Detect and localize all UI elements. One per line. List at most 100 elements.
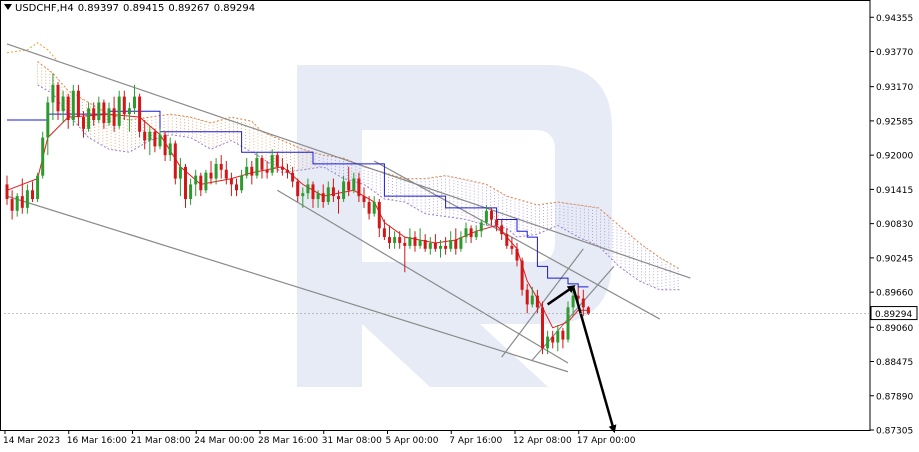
x-tick-label: 31 Mar 08:00 (322, 436, 382, 446)
candle (25, 184, 29, 214)
candle (581, 289, 585, 317)
candle-body (97, 102, 101, 121)
ohlc-close: 0.89294 (213, 3, 256, 14)
y-tick-label: 0.90830 (876, 220, 913, 230)
candle-body (433, 242, 437, 249)
candle (388, 225, 391, 249)
candle (31, 181, 34, 202)
candle-body (61, 96, 65, 112)
candle-body (321, 193, 325, 202)
candle-body (31, 190, 34, 200)
candle-body (168, 143, 172, 156)
candle (571, 289, 575, 317)
candle (46, 96, 50, 156)
candle (240, 169, 244, 194)
candle-body (418, 240, 422, 246)
candle (199, 172, 203, 197)
candle-body (76, 90, 80, 118)
candle (566, 301, 570, 343)
candle (464, 222, 468, 243)
candle (56, 81, 60, 121)
candle (245, 158, 249, 179)
candle (561, 327, 565, 349)
candle (163, 131, 167, 161)
candle (280, 158, 284, 176)
candle-body (464, 228, 468, 238)
ohlc-open: 0.89397 (77, 3, 120, 14)
candle-body (178, 166, 182, 179)
candle-body (260, 158, 264, 170)
candle-body (500, 225, 504, 235)
candle-body (255, 158, 259, 176)
candle-body (240, 175, 244, 191)
candle (515, 242, 519, 267)
candle (439, 240, 442, 258)
candle (229, 172, 233, 197)
candle (530, 286, 534, 308)
candle-body (87, 108, 91, 129)
candle (5, 175, 9, 205)
candle (428, 237, 432, 255)
candle-body (444, 245, 448, 249)
candle-body (291, 172, 295, 182)
candle-body (479, 222, 483, 232)
candle (372, 196, 376, 217)
forecast-arrow-up (546, 285, 576, 306)
candle (153, 128, 157, 153)
candle (148, 125, 152, 156)
candle (92, 102, 96, 126)
candle (51, 73, 55, 121)
candle (459, 231, 463, 252)
candle (20, 178, 24, 214)
candle-body (107, 108, 111, 123)
candle-body (576, 295, 580, 299)
candle (413, 231, 417, 252)
x-tick-label: 14 Mar 2023 (3, 436, 60, 446)
candle-body (194, 175, 198, 185)
candle (10, 190, 14, 220)
candle (495, 213, 499, 232)
y-tick-label: 0.88475 (876, 358, 913, 368)
candle-body (326, 187, 330, 202)
candle-body (265, 169, 269, 173)
candle (291, 166, 295, 188)
trendline-1[interactable] (6, 195, 569, 373)
chart-header: USDCHF,H4 0.89397 0.89415 0.89267 0.89294 (4, 3, 259, 14)
candle-body (423, 240, 427, 249)
candle-body (459, 237, 463, 249)
candle (546, 330, 550, 355)
candle-body (403, 242, 407, 246)
dropdown-triangle-icon[interactable] (4, 4, 12, 10)
candle-body (306, 184, 310, 194)
candle-body (173, 143, 177, 179)
candle-body (449, 240, 453, 249)
candle-body (505, 234, 509, 246)
trendline-0[interactable] (6, 43, 691, 279)
x-tick-label: 28 Mar 16:00 (258, 436, 318, 446)
candle-body (25, 190, 29, 208)
candle-body (495, 219, 499, 226)
candle (541, 301, 544, 355)
candle (479, 219, 483, 238)
candle (433, 234, 437, 252)
x-axis: 14 Mar 2023 16 Mar 16:00 21 Mar 08:00 24 Ma… (3, 430, 636, 446)
candle (423, 234, 427, 252)
candle-body (82, 117, 85, 129)
candle-body (484, 210, 488, 223)
watermark (297, 65, 612, 387)
candle-body (398, 237, 402, 243)
candle-body (571, 295, 575, 308)
trendline-3[interactable] (373, 160, 661, 320)
candle (418, 228, 422, 249)
candle (250, 160, 254, 185)
ohlc-high: 0.89415 (123, 3, 165, 14)
candle-body (270, 155, 274, 173)
candle-body (36, 175, 40, 200)
candle-body (280, 166, 284, 170)
candle-body (122, 96, 126, 115)
candle (556, 324, 560, 352)
candle (505, 228, 509, 249)
y-tick-label: 0.87305 (876, 427, 913, 437)
candle-body (311, 184, 315, 200)
